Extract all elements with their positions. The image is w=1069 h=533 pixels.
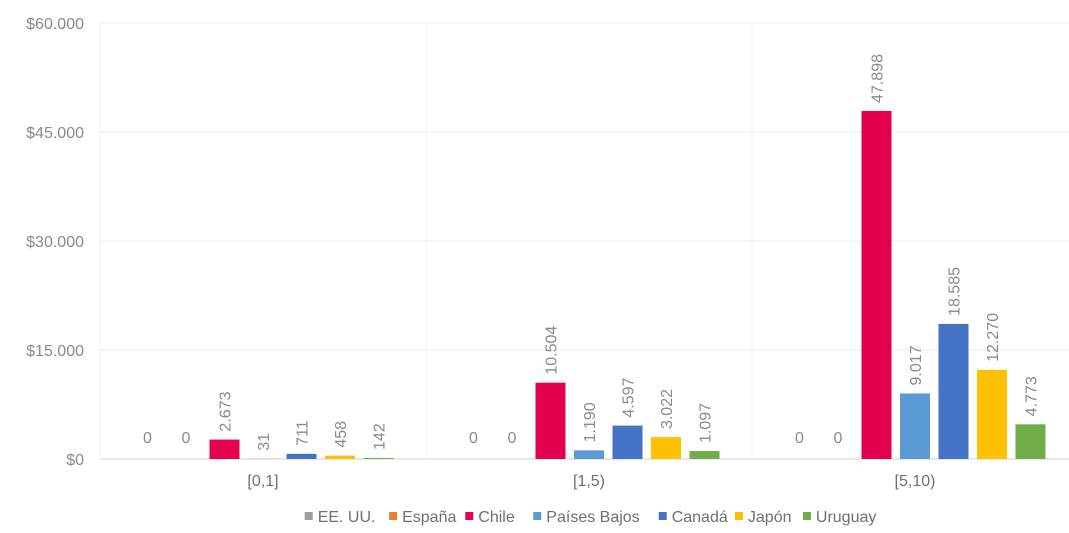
legend-label: Japón xyxy=(748,509,792,526)
data-label: 0 xyxy=(834,430,843,447)
data-label: 711 xyxy=(295,420,312,446)
data-label: 9.017 xyxy=(908,345,925,385)
data-label: 18.585 xyxy=(947,267,964,316)
bar-Japón xyxy=(977,369,1007,459)
data-label: 47.898 xyxy=(870,54,887,103)
bar-Chile xyxy=(535,382,566,459)
bar-Japón xyxy=(325,455,355,459)
legend-swatch xyxy=(533,512,542,520)
legend-label: Canadá xyxy=(672,509,728,526)
legend: EE. UU. España Chile Países Bajos Canadá Japó… xyxy=(304,509,876,526)
data-labels: 0 0 2.673 31 711 458 142 0 0 10.504 1.190 4.597 3.02… xyxy=(143,54,1040,451)
data-label: 2.673 xyxy=(218,391,235,431)
data-label: 458 xyxy=(333,421,350,448)
data-label: 3.022 xyxy=(659,389,676,429)
data-label: 4.773 xyxy=(1024,376,1041,416)
legend-swatch xyxy=(658,512,667,520)
data-label: 0 xyxy=(469,430,478,447)
data-label: 10.504 xyxy=(544,326,561,375)
legend-label: EE. UU. xyxy=(318,509,376,526)
legend-label: Uruguay xyxy=(816,509,876,526)
legend-label: Chile xyxy=(478,509,515,526)
legend-swatch xyxy=(304,512,313,520)
bar-Canadá xyxy=(286,453,317,459)
y-tick-label: $0 xyxy=(66,452,84,469)
data-label: 0 xyxy=(508,430,517,447)
data-label: 0 xyxy=(795,430,804,447)
legend-label: Países Bajos xyxy=(546,509,639,526)
x-tick-label: [1,5) xyxy=(573,473,605,490)
bar-Países Bajos xyxy=(900,393,930,459)
x-tick-label: [5,10) xyxy=(895,473,936,490)
data-label: 0 xyxy=(182,430,191,447)
y-tick-label: $30.000 xyxy=(26,234,84,251)
data-label: 1.097 xyxy=(698,403,715,443)
data-label: 1.190 xyxy=(582,402,599,442)
bars xyxy=(209,110,1046,460)
y-tick-label: $15.000 xyxy=(26,343,84,360)
legend-swatch xyxy=(465,512,474,520)
bar-Uruguay xyxy=(1015,424,1046,459)
data-label: 142 xyxy=(372,423,389,450)
bar-Países Bajos xyxy=(574,450,604,459)
bar-Chile xyxy=(209,439,240,459)
bar-Canadá xyxy=(612,425,643,459)
bar-Uruguay xyxy=(689,451,720,459)
bar-Chile xyxy=(861,110,892,460)
bar-Uruguay xyxy=(363,457,394,459)
legend-label: España xyxy=(402,509,456,526)
data-label: 31 xyxy=(256,433,273,451)
legend-swatch xyxy=(389,512,398,520)
data-label: 0 xyxy=(143,430,152,447)
legend-swatch xyxy=(734,512,743,520)
y-tick-label: $45.000 xyxy=(26,125,84,142)
y-axis: $0 $15.000 $30.000 $45.000 $60.000 xyxy=(26,16,84,469)
data-label: 4.597 xyxy=(621,377,638,417)
legend-swatch xyxy=(802,512,811,520)
y-tick-label: $60.000 xyxy=(26,16,84,33)
x-axis: [0,1] [1,5) [5,10) xyxy=(247,473,935,490)
data-label: 12.270 xyxy=(985,313,1002,362)
x-tick-label: [0,1] xyxy=(247,473,278,490)
bar-Japón xyxy=(651,437,681,459)
bar-Canadá xyxy=(938,323,969,459)
